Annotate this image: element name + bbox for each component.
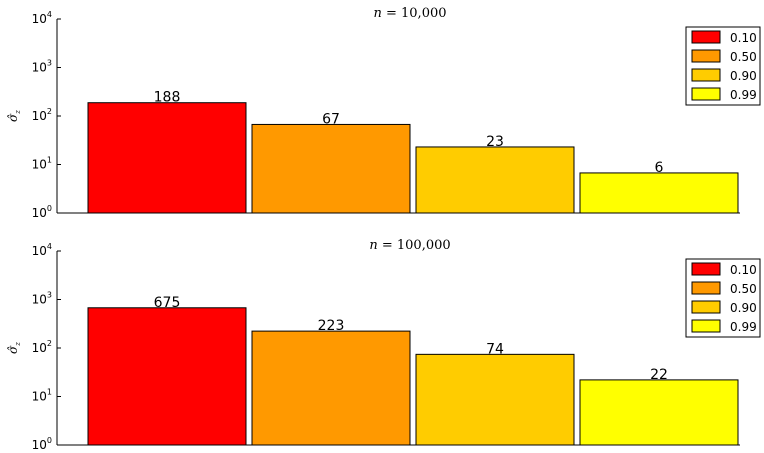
- y-axis-label: σ̂z: [6, 342, 22, 354]
- legend-entry-label: 0.10: [730, 31, 757, 45]
- y-axis-label-subscript: z: [14, 110, 22, 115]
- bar-0-10: [87, 307, 247, 446]
- y-tick-exponent: 4: [47, 10, 52, 19]
- bar-0-99: [579, 172, 739, 214]
- y-tick-base: 10: [32, 12, 47, 26]
- y-tick-label: 104: [32, 10, 52, 26]
- legend-entry-label: 0.50: [730, 282, 757, 296]
- y-tick-label: 104: [32, 242, 52, 258]
- bar-value-label: 22: [650, 367, 668, 383]
- y-tick-label: 102: [32, 339, 52, 355]
- y-tick-base: 10: [32, 341, 47, 355]
- chart-panel-2: n = 100,000σ̂z10010110210310467522374220…: [6, 238, 761, 452]
- y-tick-label: 103: [32, 291, 52, 307]
- bar-0-90: [415, 146, 575, 214]
- bar-0-90: [415, 353, 575, 446]
- legend-swatch: [691, 49, 721, 63]
- bar-value-label: 74: [486, 341, 504, 357]
- y-tick-exponent: 2: [47, 339, 52, 348]
- legend-swatch: [691, 281, 721, 295]
- chart-title: n = 10,000: [373, 6, 446, 21]
- bar-value-label: 675: [154, 295, 181, 311]
- legend-swatch: [691, 262, 721, 276]
- legend-entry-label: 0.50: [730, 50, 757, 64]
- y-axis-label-symbol: σ̂: [6, 113, 20, 122]
- y-tick-label: 100: [32, 436, 52, 452]
- y-axis-label-symbol: σ̂: [6, 345, 20, 354]
- y-tick-exponent: 3: [47, 59, 52, 68]
- legend-swatch: [691, 300, 721, 314]
- chart-title-variable: n: [373, 6, 381, 21]
- y-tick-exponent: 1: [47, 156, 52, 165]
- legend-entry-label: 0.10: [730, 263, 757, 277]
- bar-0-50: [251, 330, 411, 446]
- y-tick-label: 103: [32, 59, 52, 75]
- y-axis-label: σ̂z: [6, 110, 22, 122]
- legend-entry-label: 0.99: [730, 320, 757, 334]
- y-tick-base: 10: [32, 390, 47, 404]
- chart-title-equals: =: [378, 238, 397, 253]
- legend-swatch: [691, 68, 721, 82]
- chart-panel-1: n = 10,000σ̂z100101102103104188672360.10…: [6, 6, 761, 220]
- chart-title: n = 100,000: [369, 238, 450, 253]
- legend-entry-label: 0.99: [730, 88, 757, 102]
- bar-value-label: 67: [322, 111, 340, 127]
- y-tick-label: 102: [32, 107, 52, 123]
- y-tick-exponent: 0: [47, 436, 52, 445]
- y-tick-base: 10: [32, 158, 47, 172]
- legend-swatch: [691, 87, 721, 101]
- legend-entry-label: 0.90: [730, 301, 757, 315]
- chart-title-equals: =: [382, 6, 401, 21]
- y-tick-base: 10: [32, 244, 47, 258]
- bar-value-label: 6: [655, 160, 664, 176]
- y-tick-base: 10: [32, 61, 47, 75]
- y-axis-label-subscript: z: [14, 342, 22, 347]
- bar-0-10: [87, 102, 247, 214]
- y-tick-base: 10: [32, 293, 47, 307]
- y-tick-label: 100: [32, 204, 52, 220]
- chart-title-value: 100,000: [397, 238, 451, 253]
- legend-entry-label: 0.90: [730, 69, 757, 83]
- y-tick-exponent: 4: [47, 242, 52, 251]
- y-tick-label: 101: [32, 388, 52, 404]
- legend-swatch: [691, 319, 721, 333]
- y-tick-base: 10: [32, 109, 47, 123]
- bar-0-50: [251, 123, 411, 214]
- y-tick-exponent: 3: [47, 291, 52, 300]
- y-tick-exponent: 2: [47, 107, 52, 116]
- chart-title-variable: n: [369, 238, 377, 253]
- bar-value-label: 188: [154, 90, 181, 106]
- y-tick-base: 10: [32, 438, 47, 452]
- y-tick-exponent: 0: [47, 204, 52, 213]
- y-tick-base: 10: [32, 206, 47, 220]
- bar-0-99: [579, 379, 739, 446]
- y-tick-label: 101: [32, 156, 52, 172]
- chart-title-value: 10,000: [401, 6, 447, 21]
- legend-swatch: [691, 30, 721, 44]
- bar-value-label: 223: [318, 318, 345, 334]
- bar-value-label: 23: [486, 134, 504, 150]
- y-tick-exponent: 1: [47, 388, 52, 397]
